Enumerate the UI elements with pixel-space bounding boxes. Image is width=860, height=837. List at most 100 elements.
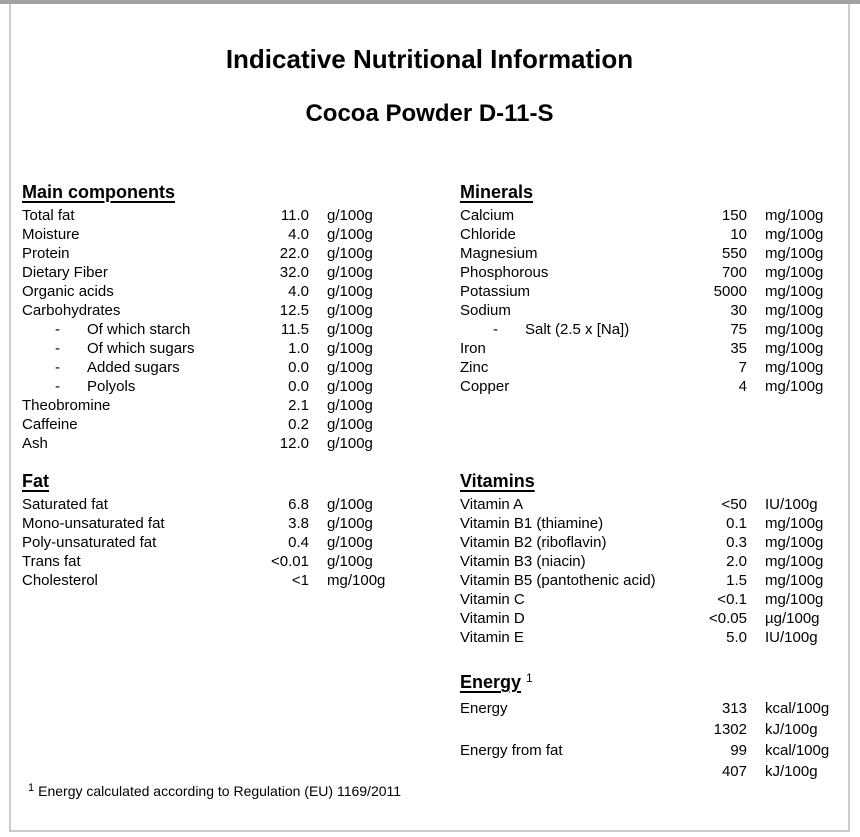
- sub-item-dash: -: [55, 321, 60, 338]
- sub-item-dash: -: [493, 321, 498, 338]
- nutrient-label: Added sugars: [87, 359, 180, 376]
- nutrient-unit: mg/100g: [765, 591, 824, 608]
- nutrient-value: 6.8: [288, 496, 309, 513]
- nutrient-row: Theobromine 2.1 g/100g: [22, 396, 397, 415]
- nutrient-label: Poly-unsaturated fat: [22, 534, 157, 551]
- nutrient-unit: µg/100g: [765, 610, 820, 627]
- nutrient-value: 30: [730, 302, 747, 319]
- nutrient-value: 5.0: [726, 629, 747, 646]
- nutrient-unit: mg/100g: [765, 226, 824, 243]
- section-vitamins: Vitamins Vitamin A <50 IU/100g Vitamin B1 (…: [460, 470, 835, 647]
- nutrient-value: 0.0: [288, 359, 309, 376]
- nutrient-value: 12.0: [279, 435, 309, 452]
- nutrient-value: 22.0: [279, 245, 309, 262]
- vitamins-table: Vitamin A <50 IU/100g Vitamin B1 (thiamine)…: [460, 495, 835, 647]
- nutrient-row: Vitamin B5 (pantothenic acid) 1.5 mg/100g: [460, 571, 835, 590]
- nutrient-unit: IU/100g: [765, 496, 818, 513]
- nutrient-unit: kJ/100g: [765, 763, 818, 780]
- nutrient-unit: mg/100g: [765, 264, 824, 281]
- nutrient-label: Of which starch: [87, 321, 191, 338]
- minerals-table: Calcium 150 mg/100g Chloride 10 mg/100g Magnes…: [460, 206, 835, 396]
- nutrient-label: Copper: [460, 378, 510, 395]
- nutrient-unit: g/100g: [327, 340, 373, 357]
- footnote-marker: 1: [28, 782, 35, 794]
- nutrient-value: 11.5: [280, 321, 309, 338]
- nutrient-row: Vitamin B3 (niacin) 2.0 mg/100g: [460, 552, 835, 571]
- nutrient-value: <1: [291, 572, 309, 589]
- nutrient-label: Chloride: [460, 226, 516, 243]
- nutrient-value: 0.2: [288, 416, 309, 433]
- minerals-heading: Minerals: [460, 182, 534, 202]
- nutrient-row: Caffeine 0.2 g/100g: [22, 415, 397, 434]
- nutrient-row: Energy from fat 99 kcal/100g: [460, 740, 835, 761]
- footnote: 1 Energy calculated according to Regulati…: [28, 779, 401, 800]
- nutrient-unit: mg/100g: [765, 359, 824, 376]
- nutrient-row: Ash 12.0 g/100g: [22, 434, 397, 453]
- nutrient-value: 11.0: [280, 207, 309, 224]
- nutrient-row: Magnesium 550 mg/100g: [460, 244, 835, 263]
- nutrient-value: 3.8: [288, 515, 309, 532]
- nutrient-row: Zinc 7 mg/100g: [460, 358, 835, 377]
- nutrient-row: Chloride 10 mg/100g: [460, 225, 835, 244]
- nutrient-label: Vitamin B3 (niacin): [460, 553, 586, 570]
- nutrient-unit: mg/100g: [327, 572, 386, 589]
- nutrient-label: Phosphorous: [460, 264, 549, 281]
- sub-item-dash: -: [55, 340, 60, 357]
- nutrient-row: Poly-unsaturated fat 0.4 g/100g: [22, 533, 397, 552]
- product-subtitle: Cocoa Powder D-11-S: [305, 100, 554, 127]
- nutrient-value: <0.01: [271, 553, 309, 570]
- nutrient-value: 313: [721, 700, 747, 717]
- nutrient-label: Vitamin B2 (riboflavin): [460, 534, 607, 551]
- nutrient-row: Organic acids 4.0 g/100g: [22, 282, 397, 301]
- nutrient-label: Polyols: [87, 378, 136, 395]
- nutrient-value: <0.05: [709, 610, 747, 627]
- vitamins-heading: Vitamins: [460, 471, 535, 491]
- nutrient-label: Salt (2.5 x [Na]): [525, 321, 630, 338]
- nutrient-label: Ash: [22, 435, 48, 452]
- nutrient-label: Caffeine: [22, 416, 78, 433]
- nutrient-label: Carbohydrates: [22, 302, 121, 319]
- nutrient-unit: mg/100g: [765, 302, 824, 319]
- nutrient-value: 7: [738, 359, 747, 376]
- nutrient-value: 1.5: [726, 572, 747, 589]
- nutrient-value: 0.0: [288, 378, 309, 395]
- nutrient-row: Iron 35 mg/100g: [460, 339, 835, 358]
- nutrient-row: Phosphorous 700 mg/100g: [460, 263, 835, 282]
- nutrient-row: Vitamin C <0.1 mg/100g: [460, 590, 835, 609]
- nutrient-unit: mg/100g: [765, 321, 824, 338]
- nutrient-row: Trans fat <0.01 g/100g: [22, 552, 397, 571]
- energy-heading: Energy: [460, 672, 522, 692]
- nutrient-label: Vitamin D: [460, 610, 525, 627]
- nutrient-label: Of which sugars: [87, 340, 195, 357]
- nutrient-value: 550: [721, 245, 747, 262]
- nutrient-label: Saturated fat: [22, 496, 108, 513]
- nutrient-value: 35: [730, 340, 747, 357]
- page-title: Indicative Nutritional Information: [225, 44, 634, 74]
- nutrient-value: 2.1: [288, 397, 309, 414]
- nutrient-label: Mono-unsaturated fat: [22, 515, 165, 532]
- nutrient-row: - Salt (2.5 x [Na]) 75 mg/100g: [460, 320, 835, 339]
- column-gap: [397, 181, 460, 782]
- nutrient-row: - Of which sugars 1.0 g/100g: [22, 339, 397, 358]
- sub-item-dash: -: [55, 359, 60, 376]
- nutrient-label: Vitamin B1 (thiamine): [460, 515, 604, 532]
- nutrient-value: 4: [738, 378, 747, 395]
- nutrient-unit: g/100g: [327, 397, 373, 414]
- main-components-table: Total fat 11.0 g/100g Moisture 4.0 g/100g Prot…: [22, 206, 397, 453]
- main-components-heading: Main components: [22, 182, 176, 202]
- content-columns: Main components Total fat 11.0 g/100g Moist…: [11, 181, 848, 782]
- nutrient-unit: g/100g: [327, 553, 373, 570]
- nutrient-value: 407: [721, 763, 747, 780]
- nutrient-unit: g/100g: [327, 416, 373, 433]
- nutrient-label: Energy from fat: [460, 742, 563, 759]
- nutrient-unit: kcal/100g: [765, 700, 830, 717]
- nutrient-value: 5000: [713, 283, 747, 300]
- nutrient-value: 700: [721, 264, 747, 281]
- fat-heading: Fat: [22, 471, 49, 491]
- nutrient-label: [460, 719, 689, 740]
- nutrient-value: 4.0: [288, 226, 309, 243]
- nutrient-unit: kJ/100g: [765, 721, 818, 738]
- section-energy: Energy 1 Energy 313 kcal/100g 1302 kJ/100g Ene…: [460, 667, 835, 782]
- nutrient-row: 407 kJ/100g: [460, 761, 835, 782]
- nutrient-row: Calcium 150 mg/100g: [460, 206, 835, 225]
